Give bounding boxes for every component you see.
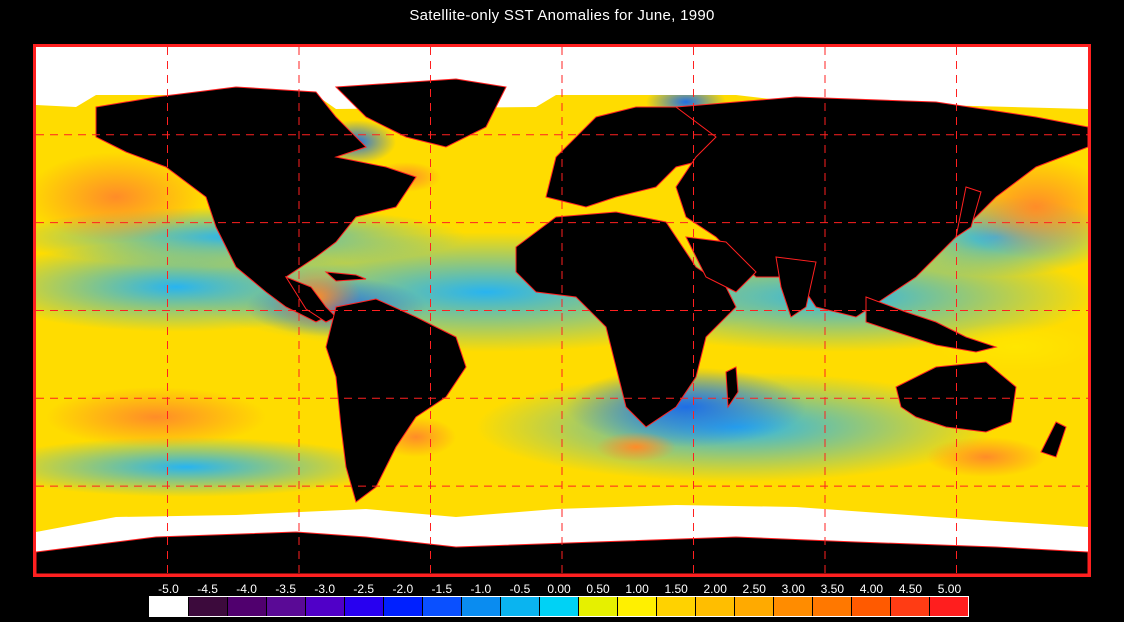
colorbar-swatch [774,597,813,616]
colorbar-tick-label: 3.00 [781,582,805,596]
colorbar-tick-label: 1.00 [625,582,649,596]
colorbar-swatch [696,597,735,616]
greenland-land [334,78,507,148]
colorbar-tick-label: -5.0 [158,582,179,596]
colorbar-tick-label: 1.50 [664,582,688,596]
new-zealand-land [1040,421,1067,458]
india-land [775,256,817,318]
colorbar-tick-label: 4.50 [898,582,923,596]
colorbar-tick-label: -0.5 [509,582,531,596]
colorbar-swatch [813,597,852,616]
caribbean-islands-land [324,271,367,282]
colorbar-swatch [540,597,579,616]
colorbar [149,596,969,617]
colorbar-swatch [306,597,345,616]
colorbar-swatch [657,597,696,616]
colorbar-tick-label: 4.00 [859,582,884,596]
map-frame [33,44,1091,577]
colorbar-tick-label: 2.00 [703,582,727,596]
colorbar-tick-label: 5.00 [937,582,962,596]
colorbar-swatch [267,597,306,616]
colorbar-tick-label: 0.00 [547,582,571,596]
japan-land [955,186,982,239]
colorbar-tick-label: -3.5 [275,582,296,596]
colorbar-swatch [423,597,462,616]
graticule [36,47,1088,574]
colorbar-tick-label: 2.50 [742,582,766,596]
colorbar-swatch [891,597,930,616]
colorbar-swatch [930,597,968,616]
landmasses [36,78,1088,574]
colorbar-tick-label: -4.5 [197,582,218,596]
colorbar-tick-label: 0.50 [586,582,610,596]
colorbar-tick-label: -2.5 [353,582,375,596]
colorbar-swatch [150,597,189,616]
colorbar-tick-label: -1.0 [470,582,492,596]
south-america-land [325,298,467,503]
colorbar-swatch [852,597,891,616]
colorbar-tick-label: -1.5 [431,582,453,596]
arabia-land [685,236,757,293]
colorbar-swatch [228,597,267,616]
madagascar-land [725,366,739,409]
colorbar-tick-label: -3.0 [314,582,336,596]
colorbar-swatch [384,597,423,616]
world-map [36,47,1088,574]
colorbar-labels: -5.0 -4.5 -4.0 -3.5 -3.0 -2.5 -2.0 -1.5 -1.0 -0.5… [140,582,980,596]
colorbar-tick-label: -2.0 [392,582,414,596]
colorbar-tick-label: 3.50 [820,582,845,596]
colorbar-swatch [189,597,228,616]
colorbar-tick-label: -4.0 [236,582,257,596]
north-america-land [95,86,417,323]
africa-land [515,211,737,428]
colorbar-swatch [579,597,618,616]
colorbar-swatch [501,597,540,616]
colorbar-swatch [618,597,657,616]
colorbar-swatch [735,597,774,616]
colorbar-swatch [345,597,384,616]
colorbar-swatch [462,597,501,616]
map-title: Satellite-only SST Anomalies for June, 1… [409,7,715,24]
southeast-asia-land [865,296,998,353]
